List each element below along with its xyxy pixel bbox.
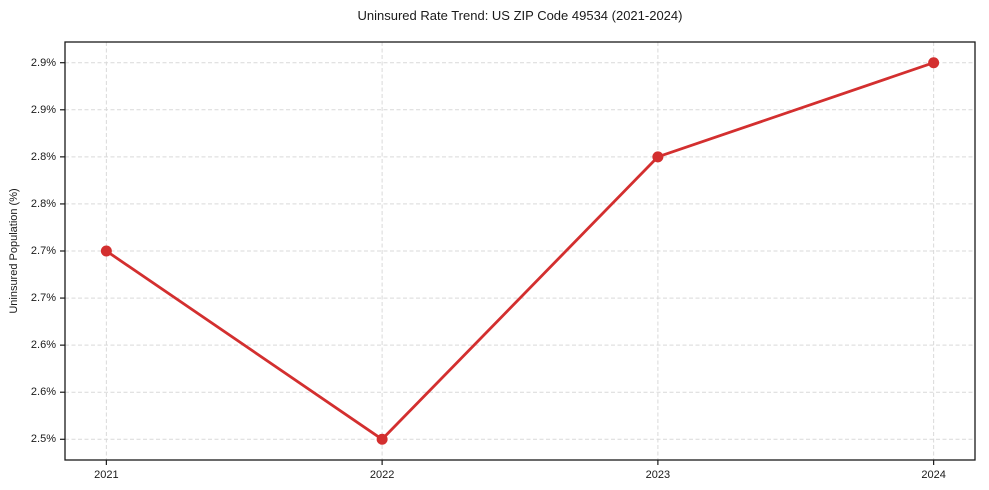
data-point-marker xyxy=(652,151,664,163)
x-tick-label: 2023 xyxy=(645,469,671,481)
y-tick-label: 2.7% xyxy=(30,292,56,305)
x-tick-label: 2021 xyxy=(94,469,119,481)
data-point-marker xyxy=(928,57,940,69)
y-tick-label: 2.8% xyxy=(30,150,56,163)
trend-line xyxy=(104,61,936,441)
x-tick-label: 2022 xyxy=(369,469,395,481)
y-tick-label: 2.8% xyxy=(30,197,56,210)
y-tick-label: 2.6% xyxy=(30,386,56,399)
y-tick-label: 2.7% xyxy=(30,245,56,257)
data-point-marker xyxy=(376,433,388,445)
y-tick-label: 2.9% xyxy=(30,103,56,116)
y-tick-label: 2.5% xyxy=(30,433,56,446)
chart-title: Uninsured Rate Trend: US ZIP Code 49534 … xyxy=(357,8,683,23)
y-tick-label: 2.6% xyxy=(30,339,56,352)
y-tick-label: 2.9% xyxy=(30,56,56,69)
data-point-marker xyxy=(100,245,112,257)
x-tick-label: 2024 xyxy=(921,469,946,481)
